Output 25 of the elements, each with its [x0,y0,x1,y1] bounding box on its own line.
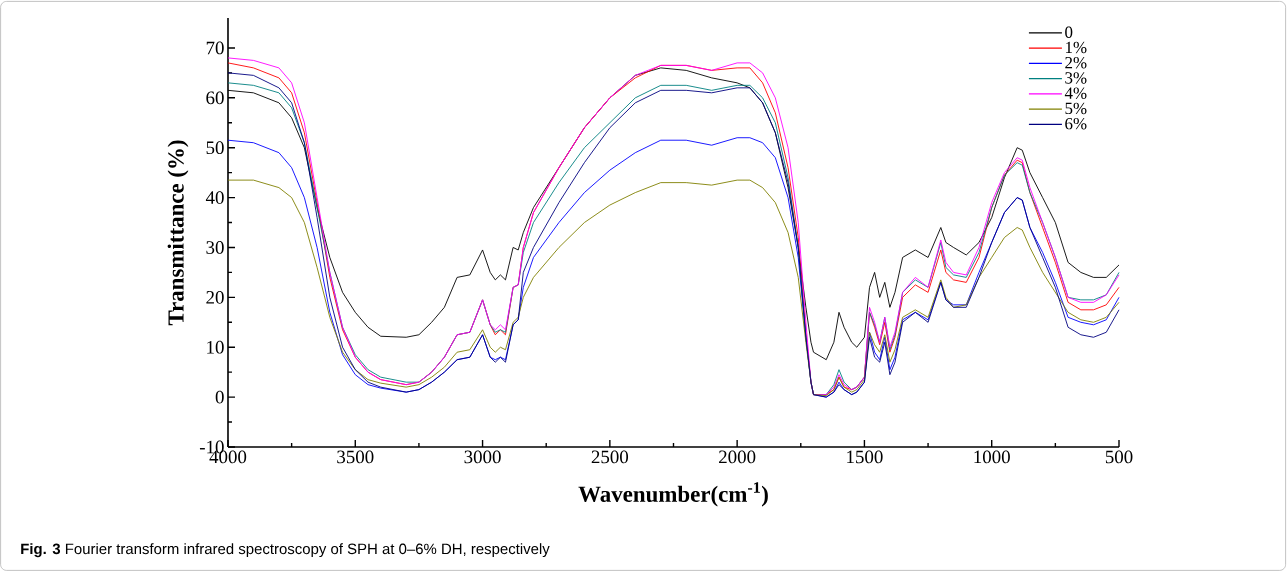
x-tick-label: 3000 [464,450,501,464]
y-tick-label: 20 [206,290,224,304]
y-tick-label: 0 [215,390,224,404]
x-tick-label: 1000 [974,450,1010,464]
legend-label: 2% [1065,56,1087,69]
legend-label: 1% [1066,41,1087,54]
legend-label: 3% [1065,72,1087,84]
y-axis-title: Transmittance (%) [167,140,189,326]
x-tick-label: 1500 [847,450,883,464]
y-tick-label: 30 [206,241,224,254]
y-tick-label: 70 [206,41,224,55]
legend-label: 6% [1065,117,1087,130]
x-axis-title: Wavenumber(cm$^{-1}$) [578,482,768,507]
y-tick-label: 50 [206,141,224,155]
legend-label: 5% [1065,102,1087,115]
y-tick-label: 10 [207,340,224,354]
text: Fig. 3 Fourier transform infrared spectroscopy of SPH at 0–6% DH, respectively [21,543,550,558]
x-tick-label: 2500 [591,450,629,464]
legend-label: 0 [1065,26,1073,38]
y-tick-label: 60 [206,91,224,105]
y-tick-label: 40 [205,191,224,204]
x-tick-label: 500 [1105,450,1133,464]
legend-label: 4% [1064,87,1087,99]
x-tick-label: 3500 [337,450,374,464]
x-tick-label: 2000 [719,450,756,464]
